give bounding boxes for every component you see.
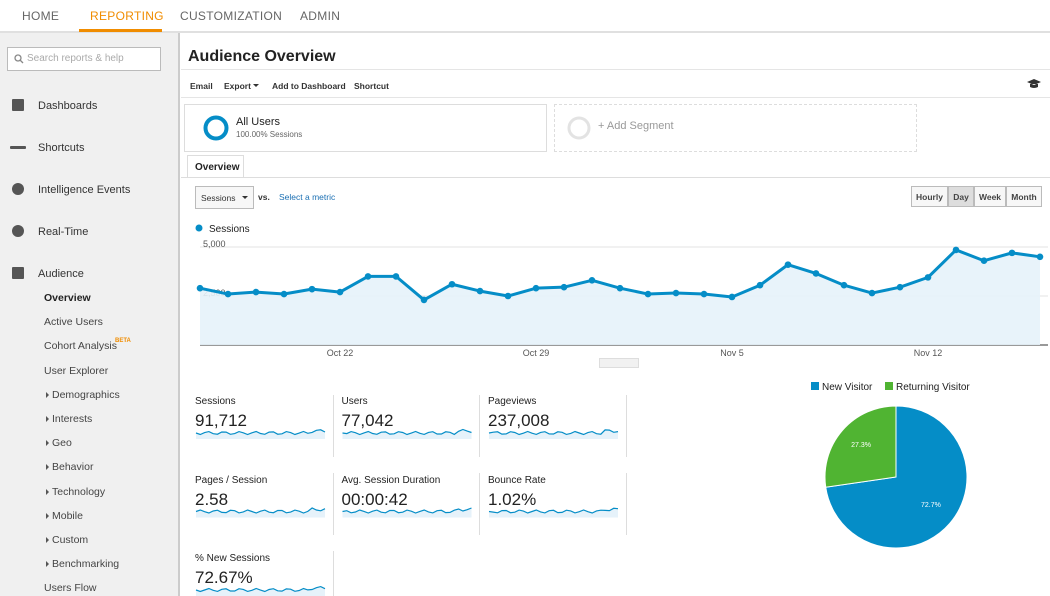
- nav-subitem[interactable]: Interests: [52, 413, 93, 425]
- nav-subitem[interactable]: Cohort Analysis: [44, 340, 117, 353]
- tab-label: Overview: [195, 162, 240, 173]
- add-segment: + Add Segment: [598, 120, 674, 132]
- collapse-bar[interactable]: [178, 33, 180, 596]
- metric-value: 77,042: [341, 411, 394, 430]
- top-nav: HOME REPORTING CUSTOMIZATION ADMIN: [0, 0, 1050, 33]
- expand-arrow: [46, 561, 49, 568]
- nav-section[interactable]: Dashboards: [38, 100, 98, 112]
- nav-subitem[interactable]: Behavior: [52, 461, 94, 474]
- chart-resize[interactable]: [599, 358, 639, 368]
- expand-arrow: [46, 537, 49, 543]
- metric-label: Sessions: [195, 396, 236, 407]
- separator: [333, 395, 334, 457]
- metric-value: 237,008: [488, 411, 550, 430]
- expand-arrow: [46, 416, 49, 422]
- separator: [479, 395, 480, 457]
- section-icon: [10, 146, 26, 149]
- metric-value: 1.02%: [488, 489, 537, 509]
- nav-section[interactable]: Real-Time: [38, 226, 89, 238]
- nav-subitem[interactable]: User Explorer: [44, 364, 109, 377]
- nav-item[interactable]: CUSTOMIZATION: [180, 9, 283, 23]
- granularity-button[interactable]: Week: [974, 186, 1006, 207]
- nav-section[interactable]: Audience: [38, 268, 84, 280]
- metric-value: 72.67%: [195, 568, 253, 587]
- caret: [253, 84, 259, 87]
- expand-arrow: [46, 512, 49, 519]
- metric-label: Bounce Rate: [488, 474, 546, 486]
- nav-section[interactable]: Shortcuts: [38, 142, 85, 154]
- search-box[interactable]: Search reports & help: [7, 47, 161, 71]
- separator: [626, 395, 627, 457]
- expand-arrow: [46, 464, 49, 471]
- separator: [479, 473, 480, 535]
- section-icon: [12, 225, 24, 237]
- metric-value: 91,712: [195, 411, 247, 430]
- metric-value: 00:00:42: [341, 489, 408, 509]
- expand-arrow: [46, 488, 49, 495]
- nav-subitem[interactable]: Benchmarking: [52, 558, 120, 571]
- toolbar-item[interactable]: Shortcut: [354, 81, 389, 91]
- separator: [333, 551, 334, 596]
- granularity-button[interactable]: Month: [1006, 186, 1042, 207]
- nav-item[interactable]: REPORTING: [90, 9, 164, 23]
- learn-icon[interactable]: [1026, 78, 1042, 90]
- expand-arrow: [46, 440, 49, 447]
- add-segment-card[interactable]: + Add Segment: [554, 104, 917, 152]
- divider: [181, 177, 1050, 178]
- separator: [333, 473, 334, 535]
- granularity-button[interactable]: Hourly: [911, 186, 948, 207]
- nav-item[interactable]: HOME: [22, 9, 60, 23]
- segment-card[interactable]: All Users 100.00% Sessions: [184, 104, 547, 152]
- section-icon: [12, 267, 24, 279]
- nav-underline: [79, 29, 162, 32]
- nav-subitem[interactable]: Active Users: [44, 316, 103, 329]
- segment-name: All Users: [236, 116, 281, 128]
- vs-label: vs.: [258, 192, 270, 202]
- section-icon: [12, 183, 24, 195]
- metric-label: Pages / Session: [195, 474, 268, 486]
- toolbar-item[interactable]: Email: [190, 81, 213, 91]
- metric-select[interactable]: Sessions: [195, 186, 254, 209]
- metric-label: % New Sessions: [195, 553, 271, 564]
- nav-subitem[interactable]: Users Flow: [44, 582, 97, 595]
- tab[interactable]: Overview: [187, 155, 244, 178]
- main: Audience Overview Email Export Add to Da…: [181, 33, 1050, 596]
- metric-select-label: Sessions: [201, 193, 236, 203]
- separator: [626, 473, 627, 535]
- divider: [181, 69, 1050, 70]
- metric-label: Avg. Session Duration: [341, 474, 441, 486]
- segment-detail: 100.00% Sessions: [236, 130, 303, 139]
- metric-label: Users: [341, 396, 368, 407]
- toolbar-item[interactable]: Add to Dashboard: [272, 81, 346, 91]
- search-placeholder: Search reports & help: [27, 53, 124, 64]
- beta-badge: BETA: [115, 338, 131, 345]
- nav-section[interactable]: Intelligence Events: [38, 184, 131, 196]
- section-icon: [12, 99, 24, 111]
- metric-value: 2.58: [195, 489, 229, 509]
- search-icon: [14, 54, 24, 64]
- sidebar: Search reports & help Dashboards Shortcut…: [0, 33, 179, 596]
- divider: [181, 97, 1050, 98]
- page-title: Audience Overview: [188, 48, 336, 65]
- metric-label: Pageviews: [488, 396, 537, 407]
- select-metric[interactable]: Select a metric: [279, 192, 336, 202]
- segment-ring: [567, 116, 591, 140]
- nav-subitem[interactable]: Mobile: [52, 509, 83, 522]
- expand-arrow: [46, 391, 49, 398]
- nav-item[interactable]: ADMIN: [300, 9, 341, 23]
- nav-subitem[interactable]: Demographics: [52, 388, 120, 401]
- caret: [242, 196, 248, 199]
- toolbar-item[interactable]: Export: [224, 81, 251, 91]
- nav-subitem[interactable]: Custom: [52, 534, 89, 546]
- nav-subitem[interactable]: Technology: [52, 485, 106, 498]
- nav-subitem[interactable]: Geo: [52, 437, 72, 450]
- nav-subitem[interactable]: Overview: [44, 292, 91, 304]
- granularity-button[interactable]: Day: [948, 186, 974, 207]
- segment-ring: [203, 115, 229, 141]
